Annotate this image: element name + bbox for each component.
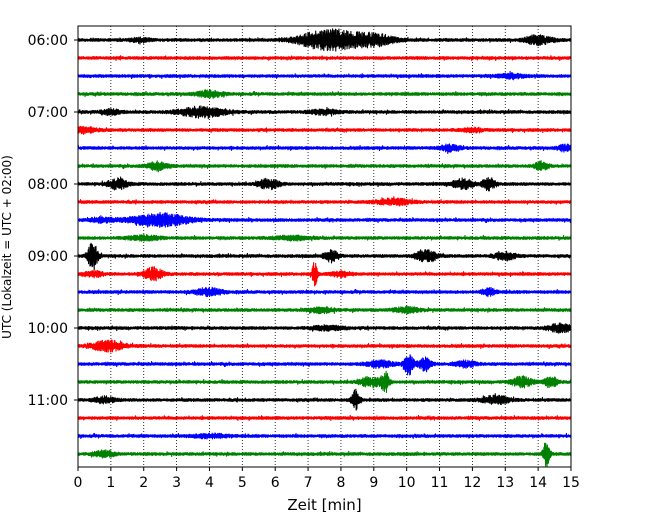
y-tick-label: 10:00 — [28, 321, 68, 337]
x-tick-label: 3 — [172, 475, 181, 491]
seismo-trace — [77, 89, 572, 99]
seismo-trace — [77, 160, 572, 173]
x-tick-label: 4 — [205, 475, 214, 491]
x-tick-label: 12 — [463, 475, 481, 491]
seismo-trace — [77, 414, 572, 422]
seismo-trace — [77, 442, 572, 467]
y-axis-ticks: 06:00 07:00 08:00 09:00 10:00 11:00 — [28, 33, 78, 409]
x-tick-label: 13 — [496, 475, 514, 491]
x-tick-label: 1 — [106, 475, 115, 491]
x-tick-label: 8 — [336, 475, 345, 491]
x-tick-label: 2 — [139, 475, 148, 491]
seismo-trace — [77, 196, 572, 207]
y-axis-title: UTC (Lokalzeit = UTC + 02:00) — [0, 155, 14, 339]
seismo-trace — [77, 305, 572, 315]
seismo-trace — [77, 286, 572, 298]
x-tick-label: 9 — [369, 475, 378, 491]
seismo-trace — [77, 388, 572, 411]
plot-frame — [77, 25, 572, 468]
y-tick-label: 08:00 — [28, 177, 68, 193]
seismo-trace — [77, 354, 572, 376]
seismo-trace — [77, 262, 572, 287]
x-tick-label: 11 — [431, 475, 449, 491]
seismo-trace — [77, 105, 572, 120]
traces — [77, 28, 572, 467]
seismo-trace — [77, 339, 572, 353]
seismo-trace — [77, 322, 572, 334]
x-tick-label: 14 — [529, 475, 547, 491]
seismo-trace — [77, 55, 572, 62]
seismo-trace — [77, 211, 572, 228]
x-tick-label: 7 — [304, 475, 313, 491]
seismo-trace — [77, 432, 572, 440]
y-tick-label: 06:00 — [28, 33, 68, 49]
x-tick-label: 0 — [74, 475, 83, 491]
seismo-trace — [77, 176, 572, 192]
y-tick-label: 11:00 — [28, 393, 68, 409]
seismo-trace — [77, 125, 572, 136]
x-tick-label: 5 — [238, 475, 247, 491]
x-axis-title: Zeit [min] — [287, 496, 361, 514]
seismo-trace — [77, 28, 572, 52]
x-axis-ticks: 0 1 2 3 4 5 6 7 8 9 10 11 12 13 14 15 — [74, 467, 580, 491]
seismo-trace — [77, 233, 572, 242]
y-tick-label: 07:00 — [28, 105, 68, 121]
x-tick-label: 10 — [398, 475, 416, 491]
x-tick-label: 6 — [271, 475, 280, 491]
seismo-trace — [77, 70, 572, 81]
seismo-trace — [77, 242, 572, 271]
seismo-trace — [77, 370, 572, 394]
y-tick-label: 09:00 — [28, 249, 68, 265]
x-tick-label: 15 — [562, 475, 580, 491]
seismo-trace — [77, 143, 572, 154]
